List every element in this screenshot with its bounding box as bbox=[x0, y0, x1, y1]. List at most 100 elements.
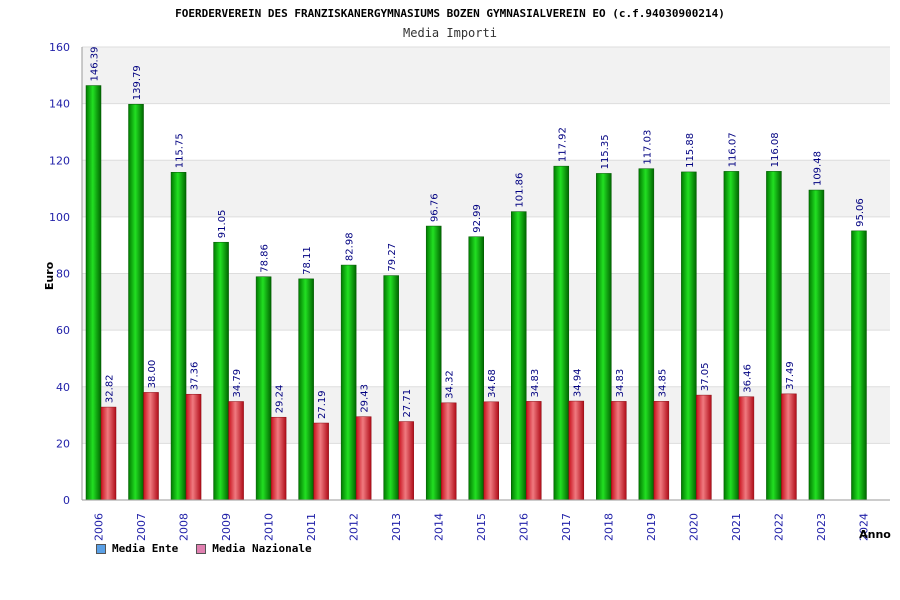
bar-ente bbox=[553, 165, 570, 501]
bar-nazionale bbox=[526, 401, 542, 501]
x-tick-label: 2020 bbox=[688, 513, 701, 541]
bar-nazionale bbox=[185, 393, 202, 501]
data-label-ente: 117.92 bbox=[557, 127, 568, 162]
bar-ente bbox=[468, 236, 484, 501]
data-label-nazionale: 27.19 bbox=[317, 390, 328, 419]
bar-ente bbox=[425, 225, 442, 501]
chart-title: FOERDERVEREIN DES FRANZISKANERGYMNASIUMS… bbox=[175, 7, 725, 20]
bar-nazionale bbox=[696, 394, 712, 501]
y-tick-label: 0 bbox=[63, 494, 70, 507]
bar-ente bbox=[340, 264, 357, 501]
bar-ente bbox=[255, 276, 272, 501]
data-label-ente: 92.99 bbox=[472, 204, 483, 233]
data-label-nazionale: 34.83 bbox=[530, 369, 541, 398]
data-label-nazionale: 34.68 bbox=[487, 369, 498, 398]
x-tick-label: 2019 bbox=[645, 513, 658, 541]
bar-ente bbox=[128, 103, 144, 501]
bar-nazionale bbox=[611, 401, 627, 501]
x-tick-label: 2008 bbox=[177, 513, 190, 541]
data-label-ente: 91.05 bbox=[217, 210, 228, 239]
data-label-ente: 117.03 bbox=[642, 130, 653, 165]
x-tick-label: 2018 bbox=[603, 513, 616, 541]
data-label-nazionale: 34.83 bbox=[615, 369, 626, 398]
x-tick-label: 2006 bbox=[92, 513, 105, 541]
plot-band bbox=[82, 47, 890, 104]
x-tick-label: 2011 bbox=[305, 513, 318, 541]
data-label-ente: 115.88 bbox=[685, 133, 696, 168]
data-label-ente: 95.06 bbox=[855, 198, 866, 227]
bar-nazionale bbox=[653, 401, 670, 501]
bar-ente bbox=[213, 241, 229, 501]
chart-subtitle: Media Importi bbox=[403, 26, 497, 40]
data-label-nazionale: 34.94 bbox=[572, 368, 583, 397]
data-label-ente: 78.11 bbox=[302, 246, 313, 275]
x-tick-label: 2016 bbox=[518, 513, 531, 541]
legend: Media Ente Media Nazionale bbox=[96, 542, 312, 555]
bar-ente bbox=[298, 278, 314, 501]
bar-nazionale bbox=[100, 406, 117, 501]
y-tick-label: 60 bbox=[56, 324, 70, 337]
legend-swatch-ente bbox=[96, 543, 106, 554]
data-label-nazionale: 27.71 bbox=[402, 389, 413, 418]
bar-ente bbox=[681, 171, 697, 501]
data-label-ente: 101.86 bbox=[515, 173, 526, 208]
y-tick-label: 40 bbox=[56, 381, 70, 394]
bar-nazionale bbox=[228, 401, 244, 501]
bar-ente bbox=[170, 172, 187, 501]
data-label-ente: 96.76 bbox=[430, 193, 441, 222]
bar-ente bbox=[808, 189, 825, 501]
data-label-ente: 139.79 bbox=[132, 65, 143, 100]
bar-nazionale bbox=[270, 416, 287, 501]
data-label-nazionale: 29.24 bbox=[275, 385, 286, 414]
data-label-ente: 79.27 bbox=[387, 243, 398, 272]
data-label-nazionale: 37.36 bbox=[190, 362, 201, 391]
bar-nazionale bbox=[568, 400, 585, 501]
bar-ente bbox=[511, 211, 527, 501]
axes: 0 20 40 60 80 100 120 140 160 2006 2007 2008 2009 201… bbox=[49, 41, 890, 541]
legend-item-ente: Media Ente bbox=[96, 542, 178, 555]
data-label-ente: 115.75 bbox=[175, 133, 186, 168]
data-label-nazionale: 37.05 bbox=[700, 362, 711, 391]
data-label-nazionale: 32.82 bbox=[105, 374, 116, 403]
x-tick-label: 2023 bbox=[815, 513, 828, 541]
bar-nazionale bbox=[398, 421, 414, 501]
data-label-nazionale: 34.79 bbox=[232, 369, 243, 398]
data-label-nazionale: 34.32 bbox=[445, 370, 456, 399]
bar-ente bbox=[85, 85, 102, 501]
data-label-nazionale: 34.85 bbox=[657, 369, 668, 398]
plot-band bbox=[82, 160, 890, 217]
bar-nazionale bbox=[483, 401, 499, 501]
y-tick-label: 20 bbox=[56, 437, 70, 450]
y-tick-label: 80 bbox=[56, 268, 70, 281]
data-label-ente: 109.48 bbox=[812, 151, 823, 186]
data-label-nazionale: 29.43 bbox=[360, 384, 371, 413]
data-label-ente: 116.07 bbox=[727, 132, 738, 167]
x-tick-label: 2007 bbox=[135, 513, 148, 541]
x-tick-label: 2014 bbox=[432, 513, 445, 541]
x-tick-label: 2017 bbox=[560, 513, 573, 541]
legend-label-nazionale: Media Nazionale bbox=[212, 542, 312, 555]
x-tick-label: 2021 bbox=[730, 513, 743, 541]
data-label-nazionale: 38.00 bbox=[147, 360, 158, 389]
x-tick-label: 2024 bbox=[858, 513, 871, 541]
bar-nazionale bbox=[143, 392, 159, 501]
x-tick-label: 2010 bbox=[262, 513, 275, 541]
legend-item-nazionale: Media Nazionale bbox=[196, 542, 312, 555]
x-tick-label: 2022 bbox=[773, 513, 786, 541]
y-axis-label: Euro bbox=[43, 261, 56, 290]
y-tick-label: 100 bbox=[49, 211, 70, 224]
bar-nazionale bbox=[313, 422, 329, 501]
bar-ente bbox=[596, 173, 612, 501]
data-label-nazionale: 36.46 bbox=[742, 364, 753, 393]
bar-ente bbox=[766, 171, 782, 501]
data-label-ente: 115.35 bbox=[600, 134, 611, 169]
x-tick-label: 2015 bbox=[475, 513, 488, 541]
x-axis-label: Anno bbox=[859, 528, 891, 541]
bar-nazionale bbox=[781, 393, 797, 501]
legend-swatch-nazionale bbox=[196, 543, 207, 554]
y-tick-label: 120 bbox=[49, 154, 70, 167]
plot-band bbox=[82, 103, 890, 161]
bar-nazionale bbox=[355, 416, 372, 501]
x-tick-label: 2012 bbox=[347, 513, 360, 541]
y-tick-label: 140 bbox=[49, 98, 70, 111]
